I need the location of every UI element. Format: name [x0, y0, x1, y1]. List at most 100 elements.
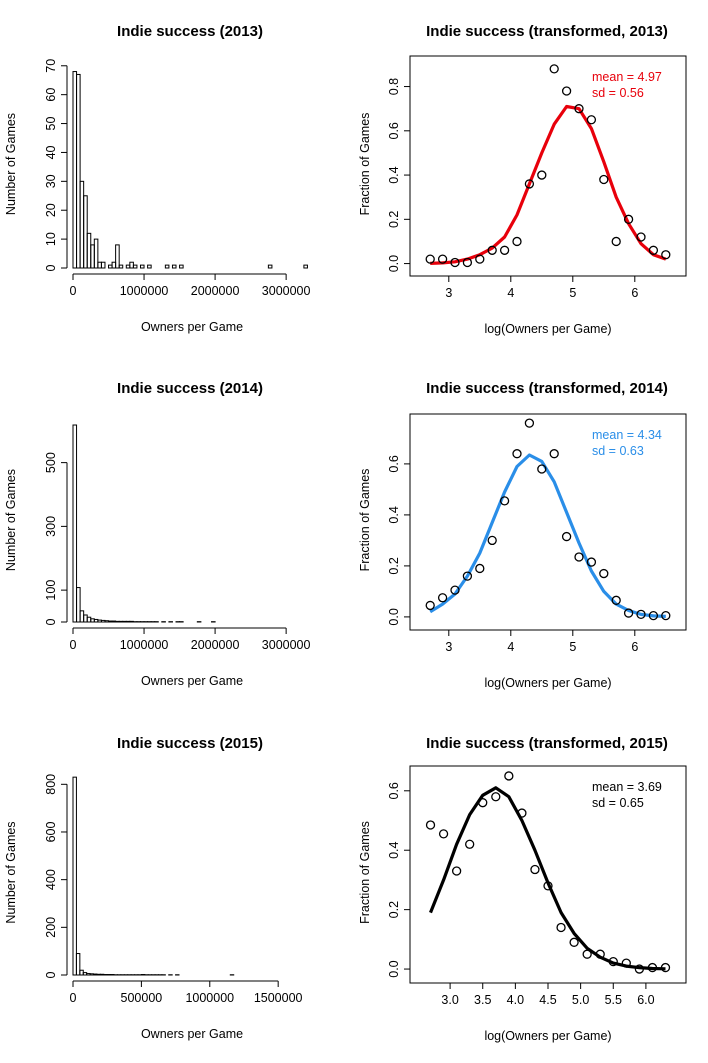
sd-annotation: sd = 0.63: [592, 444, 644, 458]
data-point: [491, 792, 501, 802]
x-tick-label: 4.0: [507, 993, 524, 1007]
x-axis-title: Owners per Game: [141, 1027, 243, 1041]
y-tick-label: 0.6: [387, 455, 401, 472]
histogram-bar: [96, 973, 101, 976]
fit-curve-line: [429, 786, 666, 971]
histogram-bar: [97, 261, 102, 269]
histogram-bar: [75, 953, 81, 976]
data-point: [599, 174, 609, 185]
y-tick-label: 0.6: [387, 122, 401, 139]
data-point: [524, 418, 535, 428]
histogram-bar: [118, 620, 124, 623]
histogram-bar: [108, 620, 113, 623]
chart-title: Indie success (2013): [117, 23, 263, 40]
histogram-bar: [90, 618, 95, 623]
y-tick-label: 40: [44, 145, 58, 159]
histogram-bar: [125, 264, 131, 269]
histogram-bar: [100, 261, 106, 269]
histogram-bar: [132, 264, 138, 269]
histogram-bar: [79, 610, 85, 623]
histogram-bar: [72, 71, 78, 269]
y-tick-label: 600: [44, 822, 58, 843]
histogram-bar: [82, 972, 88, 976]
x-tick-label: 3000000: [262, 638, 311, 652]
chart-panel-6: Indie success (transformed, 2015) 3.0 3.5 4…: [358, 735, 687, 1043]
data-point: [475, 254, 485, 264]
data-point: [569, 937, 579, 947]
y-tick-label: 10: [44, 232, 58, 246]
data-point: [621, 958, 631, 968]
y-tick-label: 500: [44, 452, 58, 473]
data-point: [425, 600, 435, 611]
x-tick-label: 4.5: [539, 993, 556, 1007]
data-point: [450, 257, 460, 268]
sd-annotation: sd = 0.56: [592, 86, 644, 100]
data-point: [634, 964, 645, 974]
x-tick-label: 5.0: [572, 993, 589, 1007]
histogram-bar: [72, 424, 78, 623]
chart-title: Indie success (2015): [117, 735, 263, 752]
data-point: [425, 254, 435, 264]
data-point: [636, 609, 646, 619]
x-tick-label: 0: [70, 284, 77, 298]
y-tick-label: 0: [44, 264, 58, 271]
x-tick-label: 1000000: [120, 638, 169, 652]
histogram-bar: [100, 619, 106, 623]
data-point: [451, 866, 462, 876]
data-point: [478, 798, 488, 808]
histogram-bar: [303, 264, 308, 269]
x-axis-title: log(Owners per Game): [484, 322, 611, 336]
histogram-bar: [86, 232, 92, 269]
sd-annotation: sd = 0.65: [592, 796, 644, 810]
data-point: [595, 949, 605, 959]
y-tick-label: 20: [44, 203, 58, 217]
histogram-bar: [83, 195, 88, 269]
x-tick-label: 3000000: [262, 284, 311, 298]
chart-panel-1: Indie success (2013) 0 1000000 2000000 30000…: [4, 23, 311, 334]
x-axis-title: Owners per Game: [141, 320, 243, 334]
histogram-bar: [164, 264, 170, 269]
y-axis-title: Fraction of Games: [358, 113, 372, 216]
histogram-bar: [122, 620, 127, 623]
chart-panel-4: Indie success (transformed, 2014) 3 4 5 6 0.0…: [358, 380, 687, 690]
x-tick-label: 3: [445, 640, 452, 654]
histogram-bar: [79, 180, 85, 269]
x-tick-label: 2000000: [191, 638, 240, 652]
data-point: [499, 496, 510, 506]
histogram-bar: [93, 238, 99, 269]
y-tick-label: 200: [44, 917, 58, 938]
x-tick-label: 6.0: [637, 993, 654, 1007]
data-point: [462, 257, 473, 268]
x-tick-label: 3.5: [474, 993, 491, 1007]
histogram-bar: [86, 616, 92, 623]
data-point: [599, 568, 609, 579]
y-axis-title: Fraction of Games: [358, 469, 372, 572]
y-tick-label: 0.2: [387, 901, 401, 918]
y-tick-label: 70: [44, 59, 58, 73]
data-point: [648, 610, 659, 621]
x-tick-label: 5: [569, 640, 576, 654]
histogram-bar: [104, 620, 110, 623]
data-point: [537, 464, 547, 474]
histogram-bar: [93, 973, 98, 976]
y-tick-label: 0.0: [387, 960, 401, 977]
y-tick-label: 0.8: [387, 78, 401, 95]
histogram-bar: [111, 620, 117, 623]
histogram-bar: [108, 264, 113, 269]
data-point: [450, 585, 460, 595]
x-tick-label: 5.5: [605, 993, 622, 1007]
x-tick-label: 6: [631, 640, 638, 654]
x-axis-title: log(Owners per Game): [484, 1029, 611, 1043]
plot-frame: [409, 55, 687, 277]
histogram-bar: [147, 264, 152, 269]
x-tick-label: 1000000: [120, 284, 169, 298]
histogram-bar: [115, 620, 120, 623]
fit-curve-line: [430, 104, 667, 265]
data-point: [582, 949, 592, 959]
histogram-bar: [129, 620, 134, 623]
data-point: [611, 236, 621, 247]
histogram-bar: [97, 619, 102, 623]
data-point: [437, 254, 448, 264]
plot-frame: [409, 765, 687, 984]
chart-title: Indie success (transformed, 2013): [426, 23, 668, 40]
